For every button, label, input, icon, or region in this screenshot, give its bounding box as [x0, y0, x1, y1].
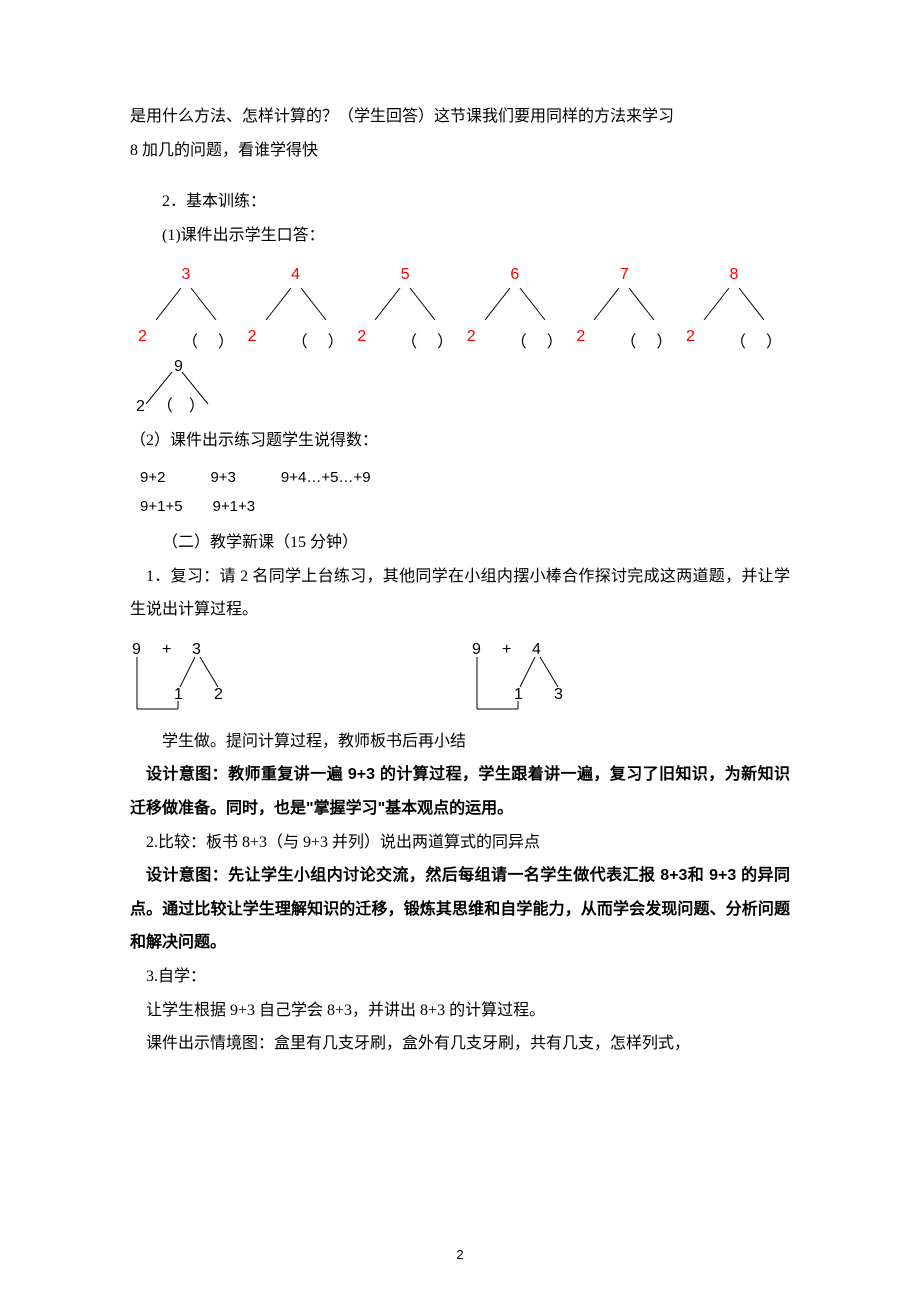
- split-item-5: 5 2 （ ）: [355, 266, 455, 352]
- split-paren-9: （ ）: [157, 398, 205, 415]
- paragraph-2: 学生做。提问计算过程，教师板书后再小结: [130, 725, 790, 759]
- svg-text:+: +: [502, 641, 511, 658]
- split-lines-icon: [465, 286, 565, 324]
- split-item-6: 6 2 （ ）: [465, 266, 565, 352]
- split-bottom: 2 （ ）: [246, 328, 346, 352]
- paragraph-8: 课件出示情境图：盒里有几支牙刷，盒外有几支牙刷，共有几支，怎样列式，: [130, 1027, 790, 1061]
- paragraph-1: 1．复习：请 2 名同学上台练习，其他同学在小组内摆小棒合作探讨完成这两道题，并…: [130, 560, 790, 627]
- split-bottom: 2 （ ）: [355, 328, 455, 352]
- split-left-9: 2: [136, 398, 145, 415]
- split-bottom: 2 （ ）: [684, 328, 784, 352]
- split-paren: （ ）: [401, 328, 455, 352]
- intro-paragraph: 是用什么方法、怎样计算的？（学生回答）这节课我们要用同样的方法来学习: [130, 100, 790, 134]
- split-top: 3: [136, 266, 236, 284]
- diagram-svg-1: 9 + 3 1 2: [130, 639, 310, 717]
- split-left: 2: [138, 328, 147, 352]
- split-top: 7: [574, 266, 674, 284]
- paragraph-4: 2.比较：板书 8+3（与 9+3 并列）说出两道算式的同异点: [130, 826, 790, 860]
- d2-a: 9: [472, 641, 481, 658]
- split-item-8: 8 2 （ ）: [684, 266, 784, 352]
- split-bottom: 2 （ ）: [465, 328, 565, 352]
- diagram-svg-2: 9 + 4 1 3: [470, 639, 650, 717]
- section-2-sub2: （2）课件出示练习题学生说得数：: [130, 424, 790, 458]
- d1-d2: 2: [214, 686, 223, 703]
- equation-line-1: 9+2 9+3 9+4…+5…+9: [140, 466, 790, 487]
- split-top: 5: [355, 266, 455, 284]
- split-left: 2: [576, 328, 585, 352]
- split-top: 6: [465, 266, 565, 284]
- split-left: 2: [467, 328, 476, 352]
- intro-line1: 是用什么方法、怎样计算的？（学生回答）这节课我们要用同样的方法来学习: [130, 108, 674, 125]
- split-bottom-9: 2 （ ）: [136, 392, 205, 416]
- split-bottom: 2 （ ）: [136, 328, 236, 352]
- split-item-7: 7 2 （ ）: [574, 266, 674, 352]
- diagram-2: 9 + 4 1 3: [470, 639, 650, 717]
- split-top: 8: [684, 266, 784, 284]
- split-lines-icon: [136, 286, 236, 324]
- split-lines-icon: [574, 286, 674, 324]
- split-lines-icon: [355, 286, 455, 324]
- split-left: 2: [686, 328, 695, 352]
- split-paren: （ ）: [620, 328, 674, 352]
- d1-a: 9: [132, 641, 141, 658]
- intro-paragraph-2: 8 加几的问题，看谁学得快: [130, 134, 790, 168]
- d1-b: 3: [192, 641, 201, 658]
- paragraph-3-bold: 设计意图：教师重复讲一遍 9+3 的计算过程，学生跟着讲一遍，复习了旧知识，为新…: [130, 758, 790, 825]
- d2-d1: 1: [514, 686, 523, 703]
- split-paren: （ ）: [292, 328, 346, 352]
- split-left: 2: [248, 328, 257, 352]
- intro-line2: 8 加几的问题，看谁学得快: [130, 142, 318, 159]
- split-lines-icon: [246, 286, 346, 324]
- page-number: 2: [0, 1247, 920, 1262]
- section-b-title: （二）教学新课（15 分钟）: [130, 526, 790, 560]
- svg-text:+: +: [162, 641, 171, 658]
- split-bottom: 2 （ ）: [574, 328, 674, 352]
- split-paren: （ ）: [182, 328, 236, 352]
- equation-line-2: 9+1+5 9+1+3: [140, 495, 790, 516]
- d2-b: 4: [532, 641, 541, 658]
- split-paren: （ ）: [730, 328, 784, 352]
- diagram-1: 9 + 3 1 2: [130, 639, 310, 717]
- paragraph-6: 3.自学：: [130, 960, 790, 994]
- split-item-9: 9 2 （ ）: [136, 358, 246, 418]
- split-lines-icon: [684, 286, 784, 324]
- split-top: 4: [246, 266, 346, 284]
- section-2-title: 2．基本训练：: [130, 185, 790, 219]
- number-split-row: 3 2 （ ） 4 2 （ ） 5 2 （ ） 6 2 （ ） 7 2: [130, 266, 790, 352]
- split-left: 2: [357, 328, 366, 352]
- paragraph-5-bold: 设计意图：先让学生小组内讨论交流，然后每组请一名学生做代表汇报 8+3和 9+3…: [130, 859, 790, 960]
- section-2-sub1: (1)课件出示学生口答：: [130, 219, 790, 253]
- split-item-3: 3 2 （ ）: [136, 266, 236, 352]
- d2-d2: 3: [554, 686, 563, 703]
- d1-d1: 1: [174, 686, 183, 703]
- split-item-4: 4 2 （ ）: [246, 266, 346, 352]
- split-paren: （ ）: [511, 328, 565, 352]
- paragraph-7: 让学生根据 9+3 自己学会 8+3，并讲出 8+3 的计算过程。: [130, 994, 790, 1028]
- diagram-row: 9 + 3 1 2 9 + 4 1 3: [130, 639, 790, 717]
